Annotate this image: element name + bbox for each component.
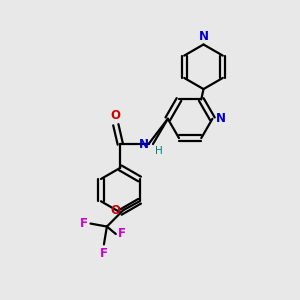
Text: F: F bbox=[118, 227, 126, 241]
Text: F: F bbox=[80, 217, 88, 230]
Text: O: O bbox=[111, 110, 121, 122]
Text: F: F bbox=[100, 247, 108, 260]
Text: N: N bbox=[199, 30, 208, 43]
Text: N: N bbox=[139, 138, 148, 151]
Text: O: O bbox=[111, 204, 121, 217]
Text: N: N bbox=[215, 112, 225, 125]
Text: H: H bbox=[155, 146, 163, 156]
